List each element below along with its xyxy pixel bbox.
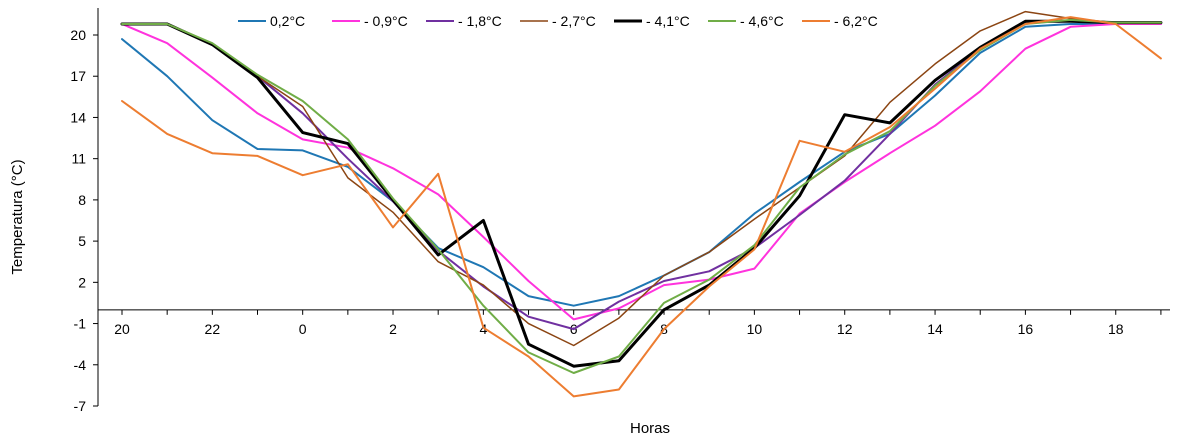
x-tick-label: 12: [837, 321, 853, 337]
legend-label: - 0,9°C: [364, 13, 408, 29]
x-tick-label: 20: [114, 321, 130, 337]
y-tick-label: 8: [78, 192, 86, 208]
series-line-6: [121, 18, 1162, 374]
y-tick-label: -4: [74, 357, 87, 373]
series-line-2: [121, 23, 1162, 321]
legend-label: - 4,1°C: [646, 13, 690, 29]
legend-label: - 2,7°C: [552, 13, 596, 29]
y-tick-label: 11: [71, 151, 86, 167]
x-tick-label: 14: [927, 321, 943, 337]
legend-label: - 1,8°C: [458, 13, 502, 29]
series-line-5: [120, 19, 1163, 368]
x-tick-label: 2: [389, 321, 397, 337]
x-tick-label: 10: [747, 321, 763, 337]
legend: 0,2°C - 0,9°C - 1,8°C - 2,7°C - 4,1°C - 4,6°C…: [238, 13, 878, 29]
x-tick-label: 18: [1108, 321, 1124, 337]
y-tick-label: -1: [74, 316, 87, 332]
y-tick-label: 20: [70, 27, 86, 43]
legend-label: 0,2°C: [270, 13, 305, 29]
legend-label: - 4,6°C: [740, 13, 784, 29]
x-tick-label: 22: [205, 321, 221, 337]
y-tick-label: 2: [78, 274, 86, 290]
series-line-4: [121, 10, 1162, 347]
x-tick-label: 0: [299, 321, 307, 337]
series-line-1: [121, 23, 1162, 307]
series-lines: [120, 10, 1163, 398]
series-line-7: [121, 16, 1162, 398]
legend-label: - 6,2°C: [834, 13, 878, 29]
y-tick-label: 14: [70, 109, 86, 125]
y-tick-label: -7: [74, 398, 87, 414]
x-axis-title: Horas: [630, 420, 670, 434]
y-tick-label: 5: [78, 233, 86, 249]
x-tick-label: 16: [1018, 321, 1034, 337]
y-axis-title: Temperatura (°C): [9, 159, 26, 274]
y-tick-label: 17: [70, 68, 86, 84]
